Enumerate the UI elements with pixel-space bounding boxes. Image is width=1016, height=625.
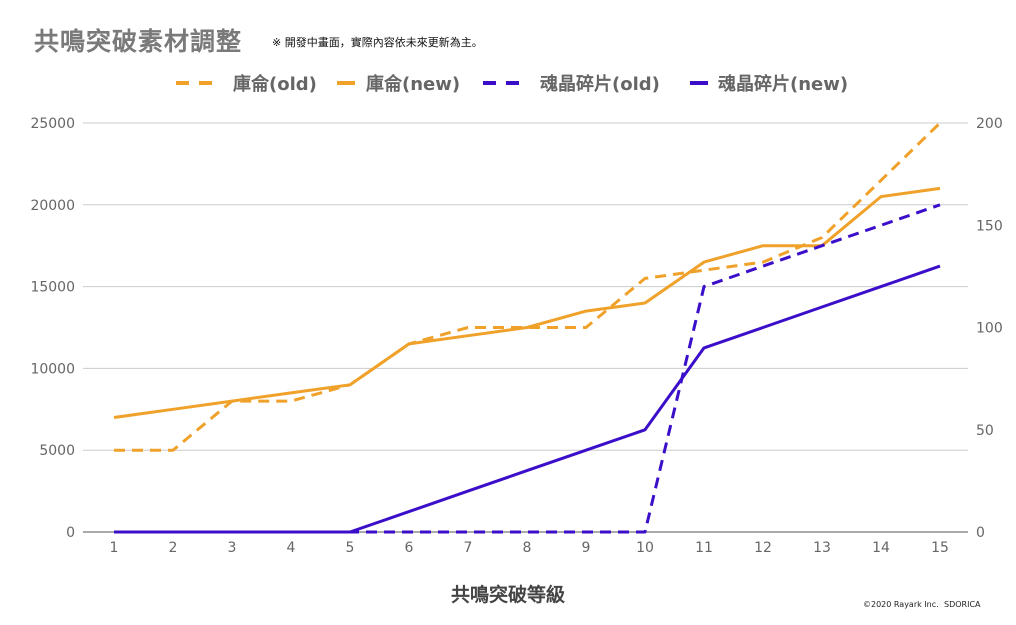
x-tick-label: 13 bbox=[813, 540, 831, 556]
x-tick-label: 4 bbox=[287, 540, 296, 556]
x-tick-label: 6 bbox=[405, 540, 414, 556]
legend-label: 庫侖(new) bbox=[366, 73, 460, 95]
x-tick-label: 14 bbox=[872, 540, 890, 556]
chart-gridlines bbox=[83, 122, 968, 533]
series-line-4 bbox=[114, 264, 941, 534]
page-title: 共鳴突破素材調整 bbox=[34, 27, 243, 56]
y-right-tick-label: 0 bbox=[976, 525, 985, 541]
y-left-tick-label: 10000 bbox=[30, 361, 75, 377]
x-tick-label: 1 bbox=[110, 540, 119, 556]
y-right-tick-label: 150 bbox=[976, 218, 1003, 234]
chart-series bbox=[113, 121, 942, 534]
y-left-tick-label: 5000 bbox=[39, 443, 75, 459]
page-subtitle: ※ 開發中畫面，實際內容依未來更新為主。 bbox=[272, 36, 483, 49]
legend-label: 庫侖(old) bbox=[233, 73, 317, 95]
x-axis-title: 共鳴突破等級 bbox=[450, 584, 565, 606]
x-tick-label: 5 bbox=[346, 540, 355, 556]
x-tick-label: 8 bbox=[523, 540, 532, 556]
series-line-2 bbox=[113, 186, 941, 419]
brand-logo: SDORICA bbox=[944, 600, 981, 609]
y-axis-left: 0 5000 10000 15000 20000 25000 bbox=[30, 116, 75, 541]
series-line-3 bbox=[114, 203, 941, 534]
x-tick-label: 12 bbox=[754, 540, 772, 556]
y-left-tick-label: 15000 bbox=[30, 280, 75, 296]
x-tick-label: 15 bbox=[931, 540, 949, 556]
x-tick-label: 11 bbox=[695, 540, 713, 556]
y-right-tick-label: 100 bbox=[976, 321, 1003, 337]
copyright-text: ©2020 Rayark Inc. bbox=[863, 600, 939, 609]
y-left-tick-label: 0 bbox=[66, 525, 75, 541]
y-left-tick-label: 25000 bbox=[30, 116, 75, 132]
x-tick-label: 7 bbox=[464, 540, 473, 556]
x-tick-label: 9 bbox=[582, 540, 591, 556]
chart-legend: 庫侖(old) 庫侖(new) 魂晶碎片(old) 魂晶碎片(new) bbox=[176, 73, 848, 95]
y-right-tick-label: 50 bbox=[976, 423, 994, 439]
y-right-tick-label: 200 bbox=[976, 116, 1003, 132]
x-tick-label: 10 bbox=[636, 540, 654, 556]
x-tick-label: 2 bbox=[169, 540, 178, 556]
y-axis-right: 0 50 100 150 200 bbox=[976, 116, 1003, 541]
x-axis: 1 2 3 4 5 6 7 8 9 10 11 12 13 14 15 bbox=[110, 540, 949, 556]
x-tick-label: 3 bbox=[228, 540, 237, 556]
legend-label: 魂晶碎片(new) bbox=[718, 73, 848, 95]
legend-label: 魂晶碎片(old) bbox=[540, 73, 660, 95]
y-left-tick-label: 20000 bbox=[30, 198, 75, 214]
